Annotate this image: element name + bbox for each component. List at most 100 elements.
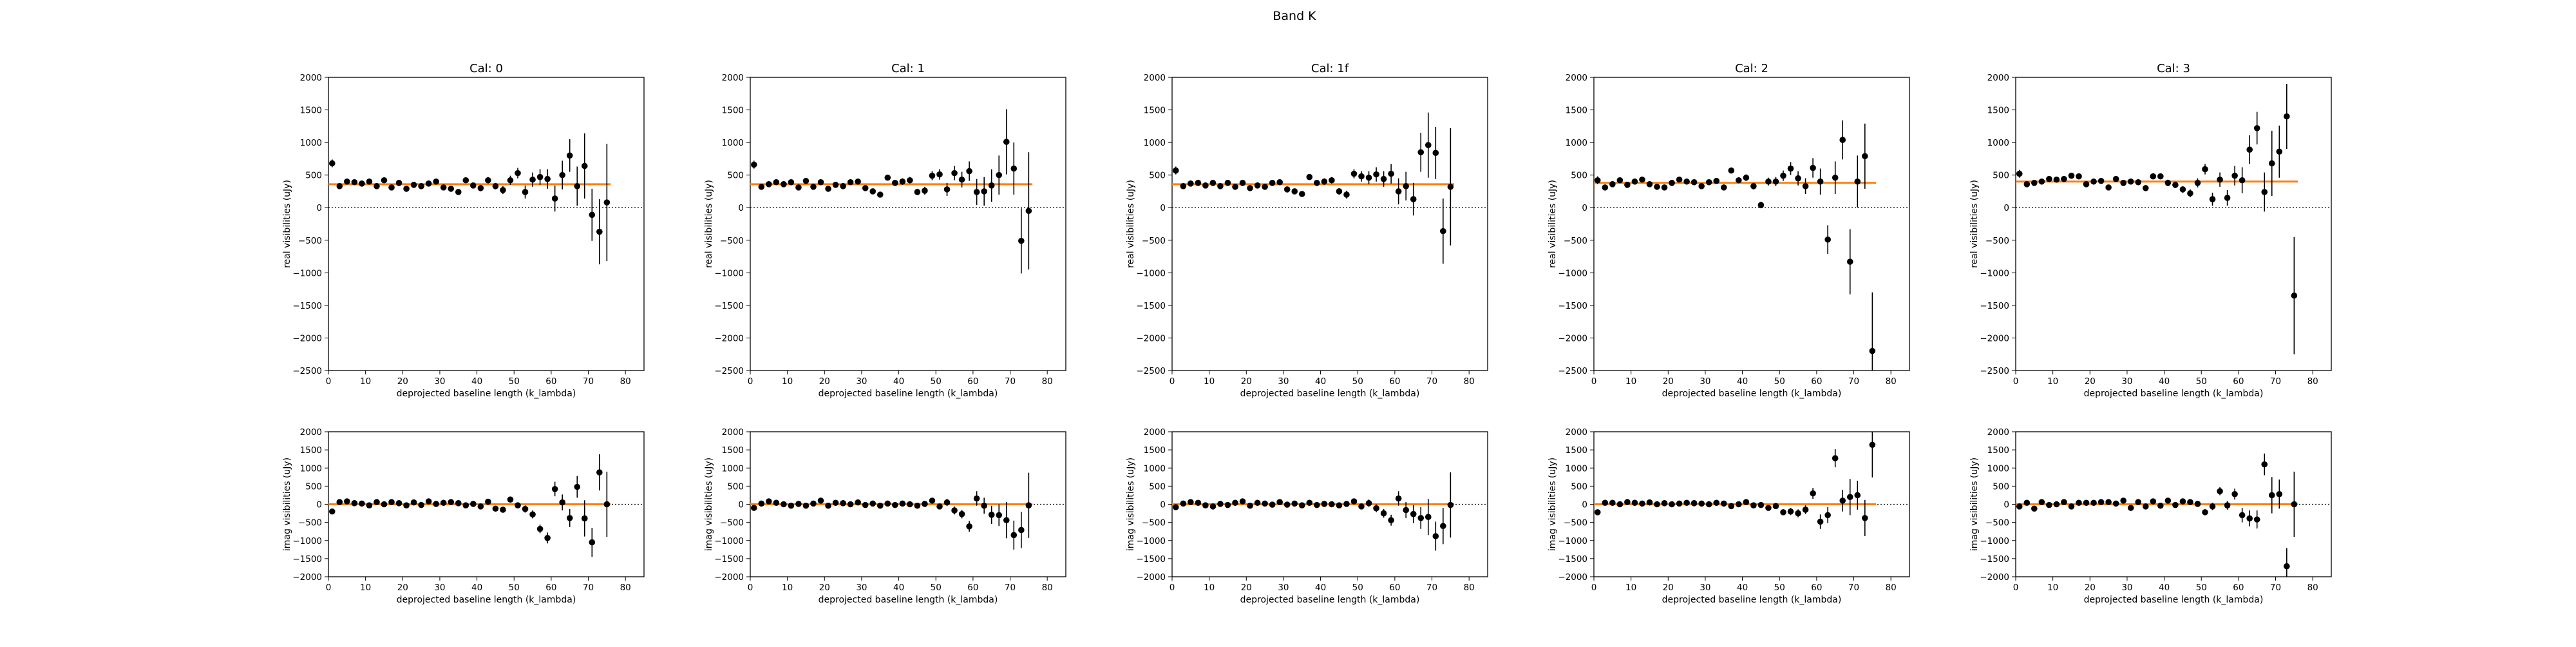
data-point (884, 500, 891, 507)
data-point (507, 177, 514, 184)
data-point (855, 499, 861, 506)
data-point (1846, 258, 1853, 265)
data-point (892, 501, 898, 508)
data-point (914, 189, 921, 195)
data-point (773, 499, 780, 507)
data-point (388, 184, 395, 191)
y-tick-label: 500 (1571, 171, 1587, 181)
data-point (477, 185, 484, 191)
y-tick-label: −1000 (1980, 536, 2009, 546)
x-tick-label: 20 (1663, 376, 1674, 387)
y-axis-label: imag visibilities (uJy) (1969, 458, 1980, 551)
data-point (1616, 501, 1624, 508)
y-tick-label: −1000 (292, 268, 322, 278)
y-tick-label: 500 (1149, 481, 1166, 492)
y-tick-label: 2000 (722, 427, 744, 438)
data-point (1380, 510, 1387, 517)
x-axis-label: deprojected baseline length (k_lambda) (1662, 389, 1842, 399)
data-point (2150, 173, 2157, 180)
y-tick-label: 1500 (1987, 106, 2009, 116)
x-tick-label: 50 (931, 583, 942, 593)
x-tick-label: 30 (1278, 376, 1289, 387)
y-tick-label: 0 (1160, 203, 1166, 213)
y-tick-label: −2000 (1136, 572, 1166, 583)
y-tick-label: 1500 (300, 445, 322, 456)
x-tick-label: 60 (1811, 583, 1822, 593)
data-point (544, 535, 551, 541)
subplot-title: Cal: 1 (891, 62, 925, 75)
y-tick-label: 1000 (1566, 138, 1587, 148)
data-point (2142, 185, 2149, 191)
data-point (914, 502, 921, 509)
y-tick-label: −2000 (1558, 572, 1587, 583)
data-point (522, 189, 529, 195)
data-point (2231, 490, 2238, 497)
x-tick-label: 40 (2159, 376, 2170, 387)
x-tick-label: 70 (1426, 376, 1437, 387)
x-tick-label: 10 (2047, 583, 2058, 593)
data-point (2217, 176, 2223, 183)
x-tick-label: 40 (2159, 583, 2170, 593)
data-point (359, 180, 365, 187)
data-point (2046, 175, 2052, 182)
data-point (1609, 499, 1616, 507)
data-point (1224, 180, 1231, 186)
data-point (1690, 500, 1698, 507)
x-tick-label: 20 (1241, 376, 1252, 387)
data-point (492, 183, 499, 189)
data-point (2164, 497, 2172, 504)
data-point (1365, 174, 1372, 181)
data-point (788, 502, 795, 509)
x-tick-label: 20 (1663, 583, 1674, 593)
data-point (1269, 180, 1276, 186)
data-point (1683, 499, 1690, 507)
data-point (2246, 515, 2253, 522)
data-point (1795, 175, 1801, 182)
data-point (2076, 173, 2082, 180)
x-tick-label: 50 (509, 376, 520, 387)
data-point (1594, 177, 1601, 184)
data-point (336, 183, 343, 189)
data-point (336, 499, 343, 505)
y-tick-label: −1000 (1558, 536, 1587, 546)
y-tick-label: −1500 (1558, 301, 1587, 311)
data-point (1388, 170, 1394, 177)
x-tick-label: 0 (326, 583, 332, 593)
data-point (500, 187, 506, 193)
y-tick-label: 500 (1993, 171, 2009, 181)
y-tick-label: −500 (720, 236, 744, 246)
data-point (2276, 490, 2283, 497)
x-tick-label: 60 (2233, 376, 2244, 387)
x-tick-label: 10 (782, 376, 793, 387)
y-tick-label: 0 (2003, 203, 2009, 213)
data-point (817, 497, 824, 504)
axes-frame (1171, 77, 1488, 371)
data-point (1787, 508, 1794, 515)
y-axis-label: imag visibilities (uJy) (1126, 458, 1136, 551)
data-point (825, 502, 831, 509)
y-tick-label: 1500 (1566, 445, 1587, 456)
y-tick-label: 2000 (1987, 73, 2009, 83)
y-tick-label: 1500 (722, 106, 744, 116)
data-point (1432, 150, 1439, 157)
x-tick-label: 30 (1278, 583, 1289, 593)
data-point (2023, 499, 2031, 507)
data-point (2090, 499, 2097, 507)
data-point (1757, 202, 1765, 208)
panel-2: 0 10 20 30 40 50 60 70 80 −2500 −2000 −1500 −1000 −50… (1126, 62, 1488, 399)
y-tick-label: 500 (305, 481, 322, 492)
data-point (1410, 510, 1417, 517)
data-point (892, 180, 898, 186)
panel-4: 0 10 20 30 40 50 60 70 80 −2500 −2000 −1500 −1000 −50… (1969, 62, 2332, 399)
data-point (2179, 186, 2186, 193)
x-axis-label: deprojected baseline length (k_lambda) (2084, 595, 2264, 605)
x-tick-label: 60 (1811, 376, 1822, 387)
x-tick-label: 60 (2233, 583, 2244, 593)
data-point (2023, 181, 2031, 188)
x-tick-label: 60 (545, 376, 556, 387)
data-point (2031, 180, 2038, 186)
data-point (1306, 499, 1313, 507)
data-point (1802, 183, 1809, 189)
subplot-title: Cal: 2 (1735, 62, 1768, 75)
data-point (1403, 183, 1409, 189)
